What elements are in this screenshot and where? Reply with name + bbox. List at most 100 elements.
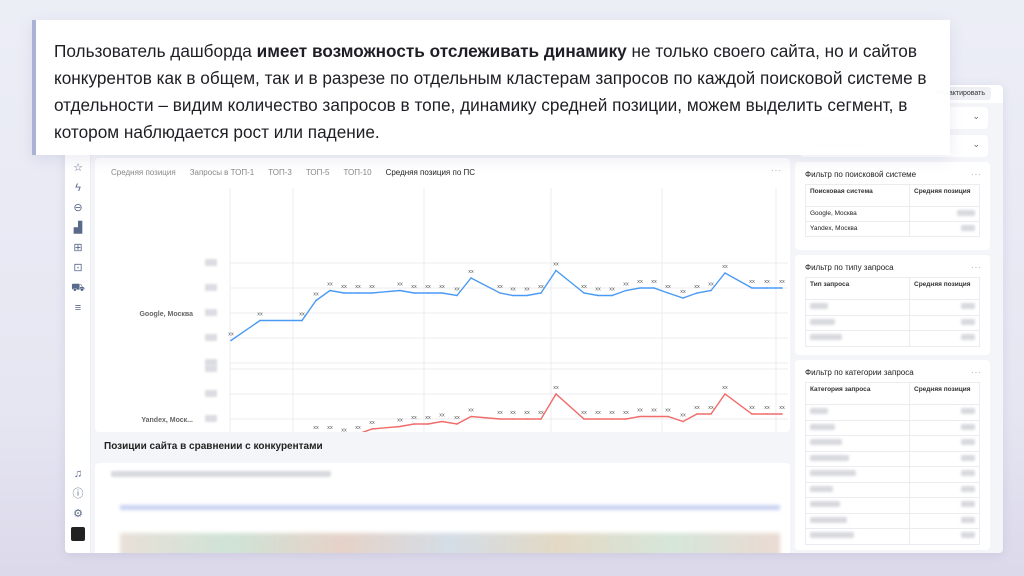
data-label: xx (313, 425, 319, 431)
monitor-icon[interactable]: ⊡ (73, 262, 83, 274)
tab-top3[interactable]: ТОП-3 (268, 168, 292, 177)
data-label: xx (665, 284, 671, 290)
table-row[interactable] (805, 404, 980, 421)
sliders-icon[interactable]: ≡ (74, 302, 82, 314)
table-row[interactable] (805, 481, 980, 498)
data-point (751, 413, 753, 415)
data-label: xx (581, 410, 587, 416)
table-row[interactable] (805, 299, 980, 316)
data-point (427, 292, 429, 294)
data-label: xx (764, 279, 770, 285)
data-point (441, 292, 443, 294)
tab-top10[interactable]: ТОП-10 (343, 168, 372, 177)
data-point (526, 418, 528, 420)
cart-icon[interactable]: ⛟ (71, 282, 85, 294)
bell-icon[interactable]: ♫ (73, 468, 83, 480)
data-label: xx (468, 408, 474, 414)
data-label: xx (609, 287, 615, 293)
search-engine-table: Поисковая система Средняя позиция Google,… (805, 184, 980, 237)
y-tick-label-blurred (205, 415, 217, 422)
data-point (499, 292, 501, 294)
panel-label: Yandex, Моск... (141, 417, 193, 424)
more-menu-icon[interactable]: ··· (971, 263, 982, 272)
sidebar: ☆ ϟ ⊖ ▟ ⊞ ⊡ ⛟ ≡ ♫ ⓘ ⚙ (65, 85, 91, 553)
data-point (696, 413, 698, 415)
tab-top1[interactable]: Запросы в ТОП-1 (189, 168, 255, 177)
data-label: xx (651, 408, 657, 414)
table-row[interactable] (805, 419, 980, 436)
bar-chart-icon[interactable]: ▟ (73, 222, 83, 234)
data-label: xx (257, 312, 263, 318)
avatar[interactable] (71, 527, 85, 541)
data-label: xx (538, 410, 544, 416)
data-point (639, 287, 641, 289)
more-menu-icon[interactable]: ··· (771, 166, 782, 175)
column-header: Поисковая система (805, 184, 910, 207)
data-point (766, 287, 768, 289)
more-menu-icon[interactable]: ··· (971, 368, 982, 377)
data-point (625, 289, 627, 292)
table-row[interactable] (805, 512, 980, 529)
data-label: xx (694, 405, 700, 411)
data-label: xx (327, 425, 333, 431)
table-row[interactable] (805, 528, 980, 545)
table-row[interactable] (805, 497, 980, 514)
chevron-down-icon: ⌄ (972, 139, 980, 149)
card-title: Фильтр по категории запроса (805, 368, 914, 377)
y-tick-label-blurred (205, 284, 217, 291)
star-icon[interactable]: ☆ (73, 162, 83, 174)
data-point (682, 420, 684, 423)
link-icon[interactable]: ⊖ (73, 202, 83, 214)
data-label: xx (439, 284, 445, 290)
description-callout: Пользователь дашборда имеет возможность … (32, 20, 950, 155)
data-label: xx (468, 269, 474, 275)
more-menu-icon[interactable]: ··· (971, 170, 982, 179)
data-label: xx (510, 287, 516, 293)
data-label: xx (637, 279, 643, 285)
data-label: xx (595, 410, 601, 416)
data-label: xx (425, 415, 431, 421)
data-point (315, 299, 317, 302)
table-row[interactable]: Yandex, Москва (805, 221, 980, 237)
settings-icon[interactable]: ⚙ (73, 508, 83, 520)
y-tick-label-blurred (205, 309, 217, 316)
data-point (751, 287, 753, 289)
data-label: xx (355, 284, 361, 290)
data-point (555, 393, 557, 395)
data-point (667, 292, 669, 294)
data-label: xx (228, 332, 234, 338)
data-point (441, 420, 443, 423)
y-tick-label-blurred (205, 365, 217, 372)
table-row[interactable]: Google, Москва (805, 206, 980, 222)
table-row[interactable] (805, 466, 980, 483)
data-label: xx (553, 385, 559, 391)
search-engine-filter-card: Фильтр по поисковой системе ··· Поискова… (795, 162, 990, 250)
tab-avg-position[interactable]: Средняя позиция (111, 168, 176, 177)
table-row[interactable] (805, 450, 980, 467)
y-tick-label-blurred (205, 390, 217, 397)
y-tick-label-blurred (205, 334, 217, 341)
data-label: xx (411, 284, 417, 290)
table-row[interactable] (805, 314, 980, 331)
table-row[interactable] (805, 330, 980, 347)
data-label: xx (581, 284, 587, 290)
description-text: Пользователь дашборда имеет возможность … (54, 41, 927, 142)
data-point (259, 319, 261, 322)
query-type-table: Тип запроса Средняя позиция (805, 277, 980, 347)
data-point (724, 393, 726, 395)
data-point (555, 269, 557, 272)
help-icon[interactable]: ⓘ (72, 488, 84, 500)
data-point (399, 425, 401, 428)
line-chart: Google, Москва xx xx xx xx xx xx xx xx xx xx xx xx xx… (139, 188, 788, 432)
lightning-icon[interactable]: ϟ (75, 182, 81, 194)
table-row[interactable] (805, 435, 980, 452)
column-header: Средняя позиция (909, 382, 980, 405)
tab-avg-position-by-se[interactable]: Средняя позиция по ПС (385, 168, 476, 177)
data-point (781, 413, 783, 415)
data-label: xx (341, 284, 347, 290)
tab-top5[interactable]: ТОП-5 (305, 168, 330, 177)
data-point (512, 294, 514, 297)
grid-icon[interactable]: ⊞ (73, 242, 83, 254)
data-point (781, 287, 783, 289)
data-point (427, 423, 429, 425)
